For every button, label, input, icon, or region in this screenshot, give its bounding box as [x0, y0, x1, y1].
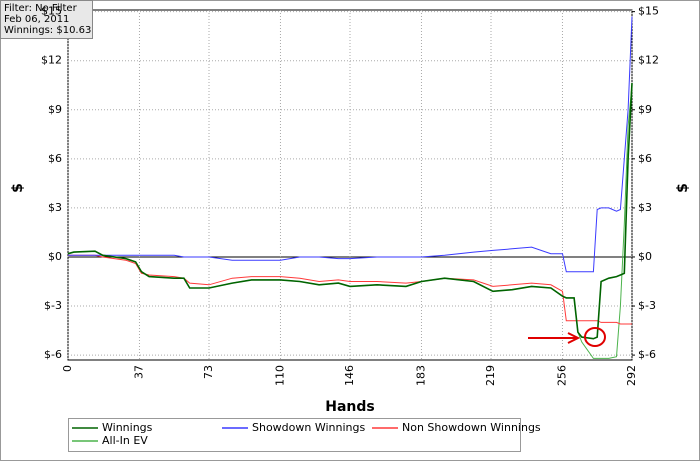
y-tick-label: $12: [41, 54, 62, 67]
x-axis-label: Hands: [325, 399, 375, 415]
x-tick-label: 146: [343, 365, 356, 386]
y-tick-label: $-6: [44, 348, 62, 361]
y2-tick-label: $-6: [638, 348, 656, 361]
y2-tick-label: $12: [638, 54, 659, 67]
x-tick-label: 183: [414, 365, 427, 386]
plot-layer: [67, 10, 633, 360]
info-line: Filter: No Filter: [4, 3, 78, 14]
series-line: [68, 16, 633, 273]
legend-label: All-In EV: [102, 434, 148, 447]
y2-axis-label: $: [675, 183, 691, 193]
y-tick-label: $0: [48, 250, 62, 263]
legend-label: Non Showdown Winnings: [402, 421, 541, 434]
y-axis-label: $: [10, 183, 26, 193]
x-tick-label: 292: [625, 365, 638, 386]
y2-tick-label: $0: [638, 250, 652, 263]
x-tick-label: 73: [202, 365, 215, 379]
legend-box: [68, 418, 521, 452]
y2-tick-label: $9: [638, 103, 652, 116]
x-tick-label: 37: [132, 365, 145, 379]
x-tick-label: 0: [61, 365, 74, 372]
info-line: Winnings: $10.63: [4, 25, 91, 36]
legend-label: Winnings: [102, 421, 153, 434]
info-line: Feb 06, 2011: [4, 14, 69, 25]
x-tick-label: 219: [484, 365, 497, 386]
x-tick-label: 110: [273, 365, 286, 386]
y2-tick-label: $15: [638, 5, 659, 18]
y-tick-label: $-3: [44, 299, 62, 312]
annotation-circle: [584, 327, 606, 347]
info-box-bg: [0, 0, 93, 39]
y-tick-label: $6: [48, 152, 62, 165]
y2-tick-label: $6: [638, 152, 652, 165]
x-tick-label: 256: [555, 365, 568, 386]
annotation: [528, 327, 606, 347]
info-box: Filter: No Filter Feb 06, 2011 Winnings:…: [0, 0, 93, 39]
y2-tick-label: $3: [638, 201, 652, 214]
legend-label: Showdown Winnings: [252, 421, 366, 434]
y-tick-label: $15: [41, 5, 62, 18]
y-tick-label: $3: [48, 201, 62, 214]
y-tick-label: $9: [48, 103, 62, 116]
annotation-arrowhead: [567, 332, 581, 344]
y2-tick-label: $-3: [638, 299, 656, 312]
